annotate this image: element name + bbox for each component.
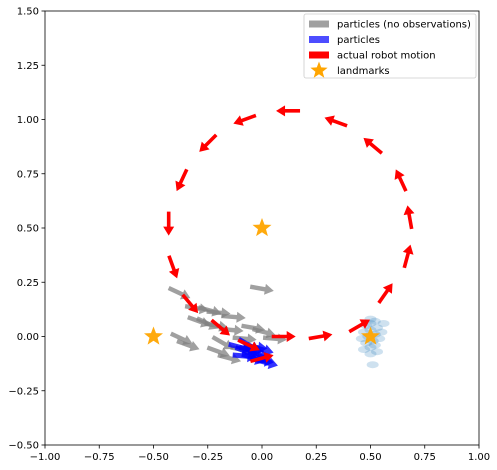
robot-motion-arrow xyxy=(233,113,257,126)
robot-motion-arrow xyxy=(394,169,408,192)
particle-no-obs-arrow xyxy=(169,331,193,345)
legend-label: particles (no observations) xyxy=(337,20,471,31)
legend-marker-rect xyxy=(309,51,329,59)
robot-motion-arrow xyxy=(402,244,414,269)
x-tick-label: 1.00 xyxy=(468,452,490,463)
robot-motion-arrow xyxy=(348,319,371,334)
y-tick-label: 1.50 xyxy=(17,7,39,18)
y-tick-label: 0.50 xyxy=(17,224,39,235)
particle-no-obs-arrow xyxy=(232,333,257,345)
legend: particles (no observations) particles actu… xyxy=(303,13,477,79)
robot-motion-arrow xyxy=(377,283,393,304)
robot-motion-arrow xyxy=(175,168,189,192)
particle-no-obs-arrow xyxy=(249,283,274,295)
legend-label: actual robot motion xyxy=(337,51,436,62)
y-tick-label: −0.25 xyxy=(8,386,39,397)
robot-motion-arrow xyxy=(163,211,175,236)
x-tick-label: −0.50 xyxy=(138,452,169,463)
x-tick-label: 0.75 xyxy=(414,452,436,463)
x-tick-label: 0.00 xyxy=(251,452,273,463)
y-tick-label: 0.25 xyxy=(17,278,39,289)
x-tick-label: 0.50 xyxy=(359,452,381,463)
landmark-star xyxy=(361,326,380,345)
legend-marker-star xyxy=(310,61,328,78)
robot-motion-arrow xyxy=(324,115,348,128)
robot-motion-arrow xyxy=(363,137,384,155)
particle-cloud-point xyxy=(377,319,390,327)
robot-motion-arrow xyxy=(199,133,218,152)
robot-motion-arrow xyxy=(181,293,199,314)
y-tick-label: 0.00 xyxy=(17,332,39,343)
robot-motion-arrow xyxy=(403,205,415,230)
particle-cloud-point xyxy=(364,350,377,358)
particle-cloud-point xyxy=(368,341,381,349)
legend-marker-rect xyxy=(309,20,329,28)
x-tick-label: −0.25 xyxy=(192,452,223,463)
robot-motion-arrow xyxy=(249,352,274,364)
robot-motion-arrow xyxy=(271,331,296,342)
x-tick-label: −0.75 xyxy=(84,452,115,463)
x-tick-label: 0.25 xyxy=(305,452,327,463)
robot-motion-arrow xyxy=(210,318,230,336)
y-tick-label: 1.25 xyxy=(17,61,39,72)
particle-cloud-point xyxy=(355,335,368,343)
particle-cloud-point xyxy=(364,343,377,351)
particle-cloud-point xyxy=(373,335,386,343)
landmark-star xyxy=(144,326,163,345)
x-tick-label: −1.00 xyxy=(30,452,61,463)
particle-no-obs-arrow xyxy=(252,326,276,339)
legend-label: particles xyxy=(337,35,380,46)
particle-no-obs-arrow xyxy=(176,339,200,352)
robot-motion-arrow xyxy=(237,338,260,352)
particle-cloud-point xyxy=(357,346,370,354)
legend-marker-rect xyxy=(309,36,329,43)
y-tick-label: 0.75 xyxy=(17,169,39,180)
particle-cloud-point xyxy=(368,317,381,325)
y-tick-label: −0.50 xyxy=(8,441,39,452)
axes: −1.00 −0.75 −0.50 −0.25 0.00 0.25 0.50 0.75 1.00… xyxy=(8,7,490,464)
particle-no-obs-arrow xyxy=(221,311,246,323)
plot-area xyxy=(144,105,415,370)
robot-motion-arrow xyxy=(167,255,180,279)
particle-no-obs-arrow xyxy=(211,335,234,350)
y-tick-label: 1.00 xyxy=(17,115,39,126)
plot-content xyxy=(144,105,415,370)
robot-motion-arrow xyxy=(276,105,301,117)
particle-cloud-point xyxy=(371,324,384,332)
robot-motion-arrow xyxy=(308,330,333,342)
legend-box xyxy=(303,13,477,79)
landmark-star xyxy=(252,218,272,237)
particle-cloud-point xyxy=(366,361,379,369)
legend-label: landmarks xyxy=(337,66,390,77)
particle-cloud-point xyxy=(371,348,384,356)
